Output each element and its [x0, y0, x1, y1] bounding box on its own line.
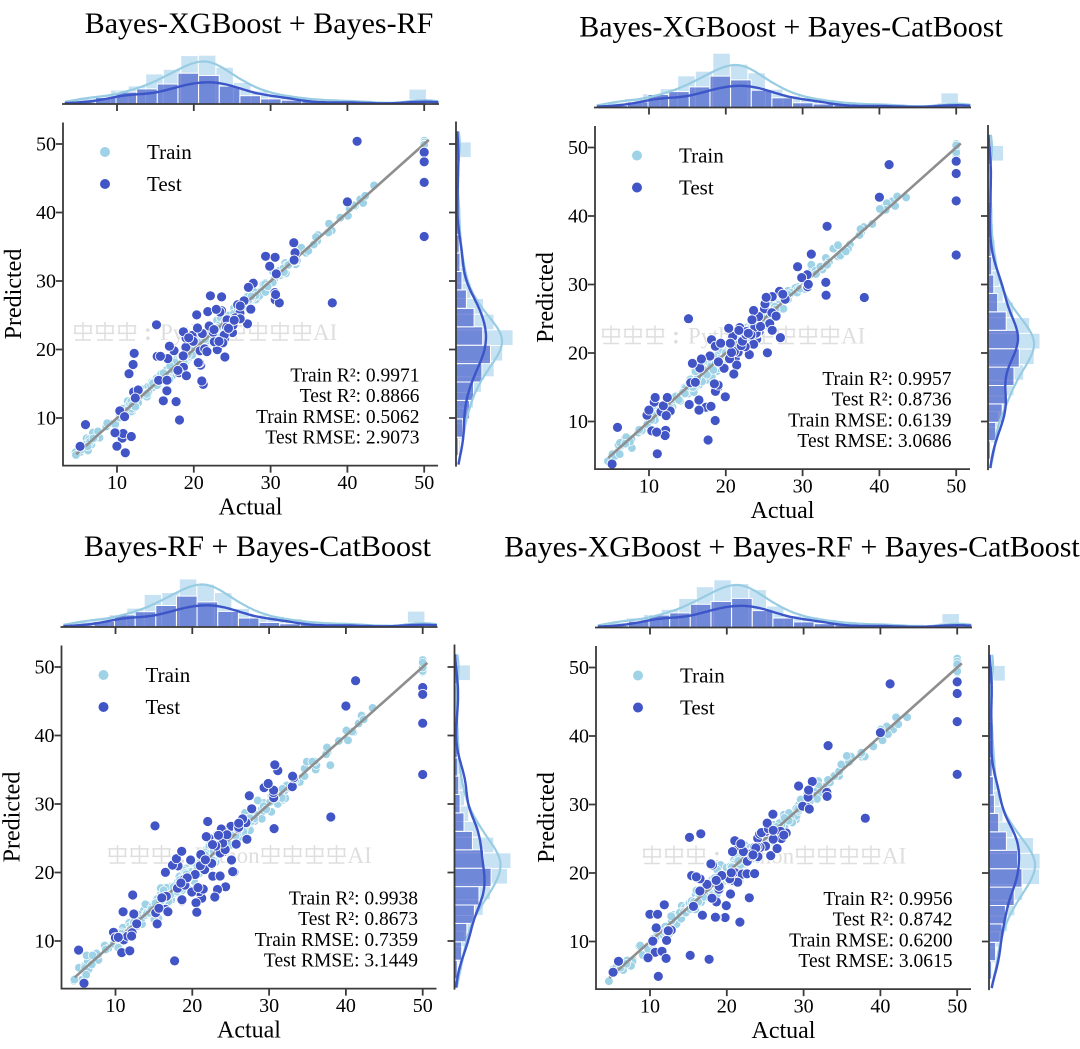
- svg-text:50: 50: [36, 134, 56, 156]
- svg-text:40: 40: [35, 725, 55, 747]
- svg-text:Train RMSE: 0.6200: Train RMSE: 0.6200: [789, 930, 952, 951]
- svg-text:Test R²: 0.8736: Test R²: 0.8736: [832, 390, 952, 411]
- svg-text:20: 20: [717, 996, 737, 1018]
- svg-text:20: 20: [184, 472, 204, 494]
- svg-text:AI: AI: [882, 844, 906, 869]
- svg-text:Test R²: 0.8866: Test R²: 0.8866: [300, 386, 420, 407]
- svg-text:10: 10: [639, 476, 659, 498]
- svg-text:Predicted: Predicted: [1, 249, 27, 340]
- svg-text:Actual: Actual: [751, 498, 815, 524]
- svg-text:30: 30: [793, 476, 813, 498]
- svg-text:10: 10: [640, 996, 660, 1018]
- svg-text:50: 50: [35, 657, 55, 679]
- svg-text:20: 20: [35, 862, 55, 884]
- svg-text:50: 50: [569, 657, 589, 679]
- svg-text:Test: Test: [146, 695, 181, 719]
- svg-text:10: 10: [568, 411, 588, 433]
- svg-text:Predicted: Predicted: [534, 772, 560, 863]
- svg-text:AI: AI: [348, 843, 372, 868]
- svg-text:10: 10: [107, 472, 127, 494]
- svg-text:50: 50: [413, 995, 433, 1017]
- svg-text:10: 10: [106, 995, 126, 1017]
- svg-text:20: 20: [569, 863, 589, 885]
- svg-text:AI: AI: [841, 324, 865, 349]
- svg-text:Train R²: 0.9938: Train R²: 0.9938: [289, 889, 418, 910]
- svg-text:40: 40: [36, 202, 56, 224]
- svg-text:Predicted: Predicted: [533, 252, 559, 343]
- svg-text:Actual: Actual: [752, 1018, 816, 1044]
- svg-text:40: 40: [568, 206, 588, 228]
- svg-text:Test RMSE: 2.9073: Test RMSE: 2.9073: [265, 428, 419, 449]
- svg-text:Train: Train: [147, 140, 192, 164]
- svg-text:20: 20: [716, 476, 736, 498]
- svg-text:Test R²: 0.8673: Test R²: 0.8673: [298, 909, 418, 930]
- svg-text:10: 10: [35, 931, 55, 953]
- svg-text:Train RMSE: 0.6139: Train RMSE: 0.6139: [788, 410, 951, 431]
- svg-text:30: 30: [794, 996, 814, 1018]
- svg-text:30: 30: [259, 995, 279, 1017]
- svg-text:10: 10: [36, 408, 56, 430]
- svg-text:40: 40: [869, 476, 889, 498]
- svg-text:Test: Test: [147, 172, 182, 196]
- svg-text:Actual: Actual: [217, 1018, 281, 1044]
- svg-text:40: 40: [337, 472, 357, 494]
- svg-text:50: 50: [946, 476, 966, 498]
- svg-text:Train R²: 0.9957: Train R²: 0.9957: [822, 369, 951, 390]
- svg-text:10: 10: [569, 931, 589, 953]
- svg-text:50: 50: [414, 472, 434, 494]
- svg-text:Bayes-XGBoost + Bayes-RF: Bayes-XGBoost + Bayes-RF: [85, 7, 434, 40]
- svg-text:Train RMSE: 0.7359: Train RMSE: 0.7359: [255, 930, 418, 951]
- svg-text:Test RMSE: 3.0615: Test RMSE: 3.0615: [798, 951, 952, 972]
- svg-text:Train RMSE: 0.5062: Train RMSE: 0.5062: [256, 407, 419, 428]
- svg-text:40: 40: [336, 995, 356, 1017]
- svg-text:Bayes-XGBoost + Bayes-RF + Bay: Bayes-XGBoost + Bayes-RF + Bayes-CatBoos…: [504, 531, 1080, 564]
- svg-text:20: 20: [568, 343, 588, 365]
- svg-text:Bayes-XGBoost + Bayes-CatBoost: Bayes-XGBoost + Bayes-CatBoost: [579, 11, 1003, 44]
- svg-text:Train: Train: [146, 663, 191, 687]
- svg-text:20: 20: [182, 995, 202, 1017]
- svg-text:Train: Train: [679, 144, 724, 168]
- svg-text:20: 20: [36, 339, 56, 361]
- svg-text:30: 30: [36, 271, 56, 293]
- svg-text:Actual: Actual: [219, 495, 283, 521]
- svg-text:Test: Test: [679, 176, 714, 200]
- svg-text:Predicted: Predicted: [0, 772, 26, 863]
- svg-text:30: 30: [35, 794, 55, 816]
- svg-text:Bayes-RF + Bayes-CatBoost: Bayes-RF + Bayes-CatBoost: [84, 530, 432, 563]
- svg-text:30: 30: [569, 794, 589, 816]
- svg-text:Test R²: 0.8742: Test R²: 0.8742: [833, 910, 953, 931]
- svg-text:50: 50: [568, 137, 588, 159]
- svg-text:40: 40: [870, 996, 890, 1018]
- svg-text:30: 30: [261, 472, 281, 494]
- svg-text:Test RMSE: 3.1449: Test RMSE: 3.1449: [264, 951, 418, 972]
- svg-text:30: 30: [568, 274, 588, 296]
- svg-text:Test: Test: [680, 696, 715, 720]
- svg-text:Train: Train: [680, 664, 725, 688]
- svg-text:Train R²: 0.9971: Train R²: 0.9971: [290, 366, 419, 387]
- svg-text:50: 50: [947, 996, 967, 1018]
- svg-text:40: 40: [569, 726, 589, 748]
- svg-text:AI: AI: [313, 320, 337, 345]
- svg-text:Test RMSE: 3.0686: Test RMSE: 3.0686: [797, 431, 951, 452]
- svg-text:Train R²: 0.9956: Train R²: 0.9956: [823, 889, 952, 910]
